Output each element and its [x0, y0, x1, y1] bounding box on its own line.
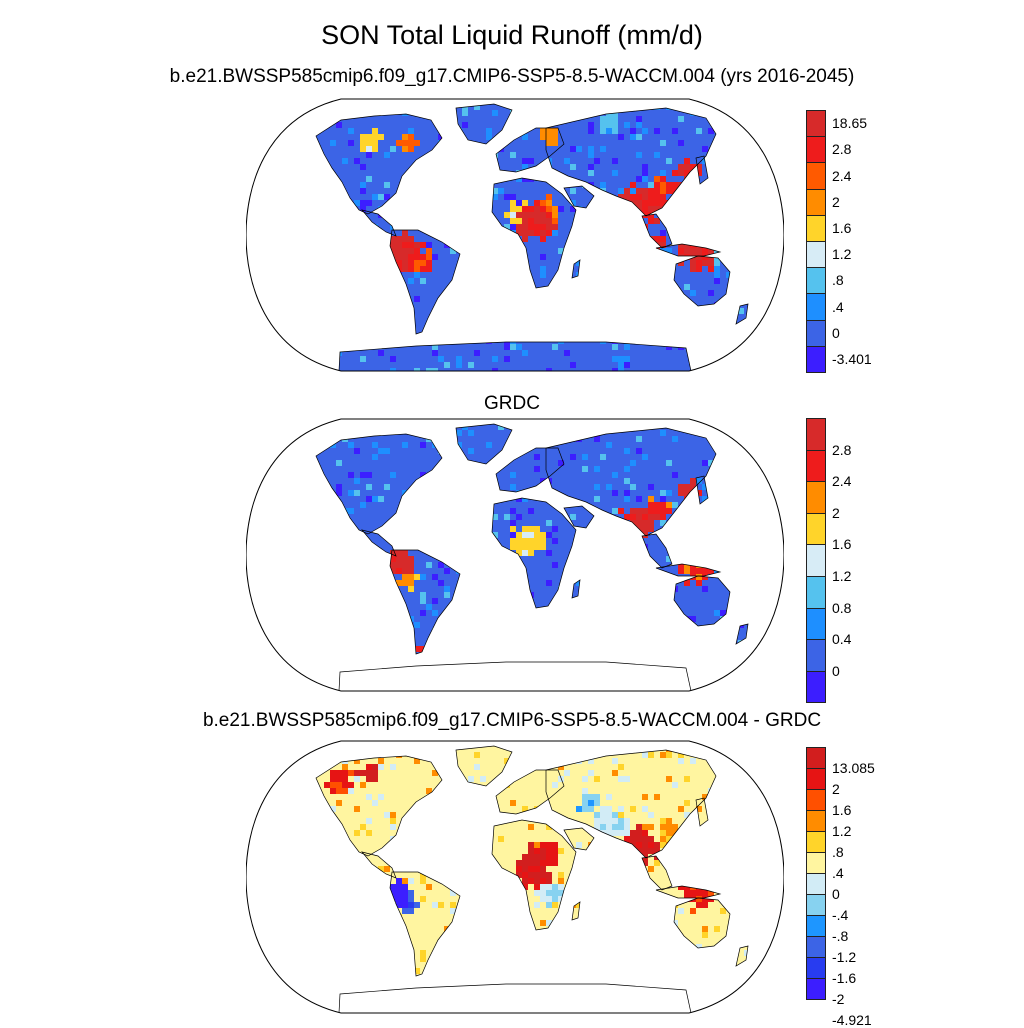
colorbar-label: 2.4 [832, 167, 852, 184]
colorbar-label: -4.921 [832, 1012, 872, 1028]
colorbar-label: 2.8 [832, 141, 852, 158]
panel-diff-title: b.e21.BWSSP585cmip6.f09_g17.CMIP6-SSP5-8… [202, 710, 822, 731]
colorbar-swatch [806, 293, 826, 321]
colorbar-swatch [806, 607, 826, 641]
colorbar-swatch [806, 319, 826, 347]
colorbar-label: 2 [832, 781, 840, 797]
colorbar-label: 1.2 [832, 246, 852, 263]
colorbar-swatch [806, 831, 826, 853]
colorbar-swatch [806, 936, 826, 958]
colorbar-swatch [806, 188, 826, 216]
colorbar-swatch [806, 241, 826, 269]
colorbar-label: 0 [832, 324, 840, 341]
colorbar-label: 2 [832, 504, 840, 521]
colorbar-label: -1.6 [832, 970, 857, 986]
colorbar-swatch [806, 915, 826, 937]
colorbar-swatch [806, 873, 826, 895]
colorbar-label: 0 [832, 886, 840, 902]
colorbar-swatch [806, 810, 826, 832]
colorbar-label: -3.401 [832, 350, 872, 367]
colorbar-swatch [806, 894, 826, 916]
panel-model-title: b.e21.BWSSP585cmip6.f09_g17.CMIP6-SSP5-8… [169, 66, 855, 87]
colorbar-swatch [806, 747, 826, 769]
map-grdc-runoff [246, 418, 784, 692]
colorbar-swatch [806, 670, 826, 704]
colorbar-swatch [806, 768, 826, 790]
colorbar-swatch [806, 449, 826, 483]
colorbar-label: -1.2 [832, 949, 857, 965]
colorbar-label: .8 [832, 272, 844, 289]
colorbar-label: 2.8 [832, 441, 852, 458]
colorbar-swatch [806, 957, 826, 979]
colorbar-label: -.8 [832, 928, 849, 944]
colorbar-swatch [806, 162, 826, 190]
colorbar-swatch [806, 576, 826, 609]
colorbar-swatch [806, 639, 826, 672]
colorbar-swatch [806, 852, 826, 874]
panel-grdc-title: GRDC [484, 393, 540, 414]
colorbar-swatch [806, 110, 826, 138]
colorbar-swatch [806, 789, 826, 811]
colorbar-label: 0.8 [832, 599, 852, 616]
colorbar-label: 1.6 [832, 802, 852, 818]
colorbar-label: 2 [832, 193, 840, 210]
colorbar-swatch [806, 214, 826, 242]
colorbar-swatch [806, 481, 826, 514]
colorbar-label: .4 [832, 298, 844, 315]
colorbar-label: .8 [832, 844, 844, 860]
colorbar-label: 1.6 [832, 536, 852, 553]
colorbar-label: 18.65 [832, 115, 868, 132]
colorbar-label: 13.085 [832, 760, 875, 776]
colorbar-swatch [806, 345, 826, 373]
map-model-runoff [246, 98, 784, 372]
colorbar-label: 1.2 [832, 568, 852, 584]
colorbar-swatch [806, 267, 826, 295]
figure-title: SON Total Liquid Runoff (mm/d) [321, 20, 703, 50]
colorbar-swatch [806, 544, 826, 577]
colorbar-label: -2 [832, 991, 845, 1007]
colorbar-label: 1.2 [832, 823, 852, 839]
colorbar-label: -.4 [832, 907, 849, 923]
map-difference [246, 740, 784, 1014]
colorbar-label: 2.4 [832, 473, 852, 490]
colorbar-swatch [806, 418, 826, 451]
colorbar-swatch [806, 512, 826, 546]
colorbar-swatch [806, 136, 826, 164]
colorbar-label: 1.6 [832, 219, 852, 236]
colorbar-label: .4 [832, 865, 844, 881]
colorbar-label: 0 [832, 662, 840, 679]
colorbar-label: 0.4 [832, 631, 852, 648]
colorbar-swatch [806, 978, 826, 1000]
